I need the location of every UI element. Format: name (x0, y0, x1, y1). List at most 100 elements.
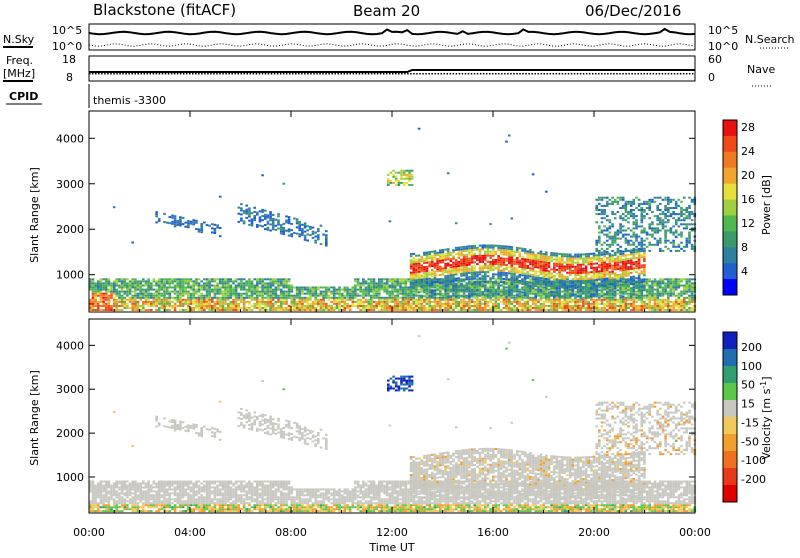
nave-point (595, 73, 597, 75)
power-cell (264, 217, 267, 220)
power-cell (545, 287, 548, 290)
power-cell (325, 288, 328, 291)
power-cell (393, 286, 397, 289)
power-cell (346, 305, 349, 307)
nave-point (431, 73, 433, 75)
power-cell (624, 270, 628, 273)
power-cell (481, 286, 484, 289)
power-cell (550, 254, 553, 257)
nave-point (376, 73, 379, 75)
power-cell (425, 290, 429, 293)
power-cell (534, 285, 537, 288)
power-cell (279, 296, 283, 299)
power-cell (417, 272, 421, 275)
power-cell (295, 218, 299, 221)
power-cell (595, 300, 598, 303)
power-cell (274, 286, 278, 289)
power-cell (627, 307, 630, 309)
power-cell (266, 228, 270, 231)
power-cell (515, 300, 519, 303)
power-cell (325, 296, 328, 299)
power-cell (507, 287, 511, 290)
power-cell (415, 277, 418, 280)
power-cell (637, 252, 641, 255)
power-cell (643, 300, 646, 303)
power-cell (248, 219, 251, 222)
power-cell (269, 282, 272, 285)
power-cell (539, 267, 543, 269)
power-cell (420, 260, 423, 263)
power-cell (327, 309, 331, 311)
power-cell (89, 280, 92, 283)
power-cell (534, 258, 537, 260)
power-cell (515, 293, 519, 296)
power-cell (449, 284, 453, 287)
power-cell (608, 289, 612, 292)
power-cell (248, 209, 251, 212)
power-cell (264, 307, 267, 309)
power-cell (627, 241, 630, 244)
power-cell (269, 292, 272, 295)
power-cell (179, 282, 182, 285)
power-cell (550, 309, 553, 311)
power-cell (521, 305, 524, 307)
power-cell (505, 140, 508, 143)
power-cell (385, 307, 389, 309)
power-cell (250, 222, 254, 225)
power-cell (470, 300, 474, 303)
power-cell (468, 276, 471, 278)
power-cell (295, 222, 299, 225)
power-cell (611, 309, 614, 311)
power-cell (635, 283, 638, 286)
nave-point (273, 73, 276, 75)
power-cell (303, 286, 307, 289)
power-cell (184, 309, 187, 311)
power-cell (192, 286, 195, 289)
power-cell (253, 288, 256, 291)
power-cell (481, 309, 484, 311)
power-cell (640, 298, 644, 301)
power-cell (404, 290, 408, 293)
power-cell (362, 300, 365, 303)
power-cell (439, 300, 442, 303)
power-cell (197, 302, 201, 305)
power-cell (545, 284, 548, 287)
power-cell (470, 253, 474, 256)
power-cell (104, 305, 108, 307)
power-cell (555, 300, 559, 303)
power-cell (213, 300, 217, 303)
power-cell (529, 292, 532, 295)
power-cell (505, 283, 508, 286)
power-cell (378, 294, 381, 297)
power-cell (518, 302, 522, 305)
nave-tick-high: 60 (708, 53, 722, 66)
power-cell (428, 309, 431, 311)
nave-point (161, 73, 164, 75)
power-cell (356, 278, 360, 281)
power-cell (457, 248, 461, 251)
nave-point (352, 73, 355, 75)
power-cell (282, 231, 286, 233)
power-cell (409, 298, 413, 301)
power-cell (529, 257, 532, 260)
power-cell (271, 213, 275, 216)
power-cell (555, 254, 559, 257)
power-cell (391, 298, 394, 301)
power-cell (600, 290, 604, 293)
power-cell (542, 302, 545, 305)
power-cell (598, 202, 601, 205)
freq-tick-low: 8 (66, 71, 73, 84)
power-cell (232, 282, 235, 285)
power-cell (560, 302, 564, 305)
power-cell (248, 288, 251, 291)
power-cell (383, 286, 386, 289)
nave-point (655, 73, 658, 75)
nave-point (546, 73, 549, 75)
power-cell (529, 263, 532, 266)
power-cell (431, 279, 434, 282)
power-cell (576, 253, 580, 256)
power-cell (590, 289, 593, 292)
power-cell (643, 260, 646, 262)
power-cell (409, 289, 413, 292)
power-cell (431, 295, 434, 298)
